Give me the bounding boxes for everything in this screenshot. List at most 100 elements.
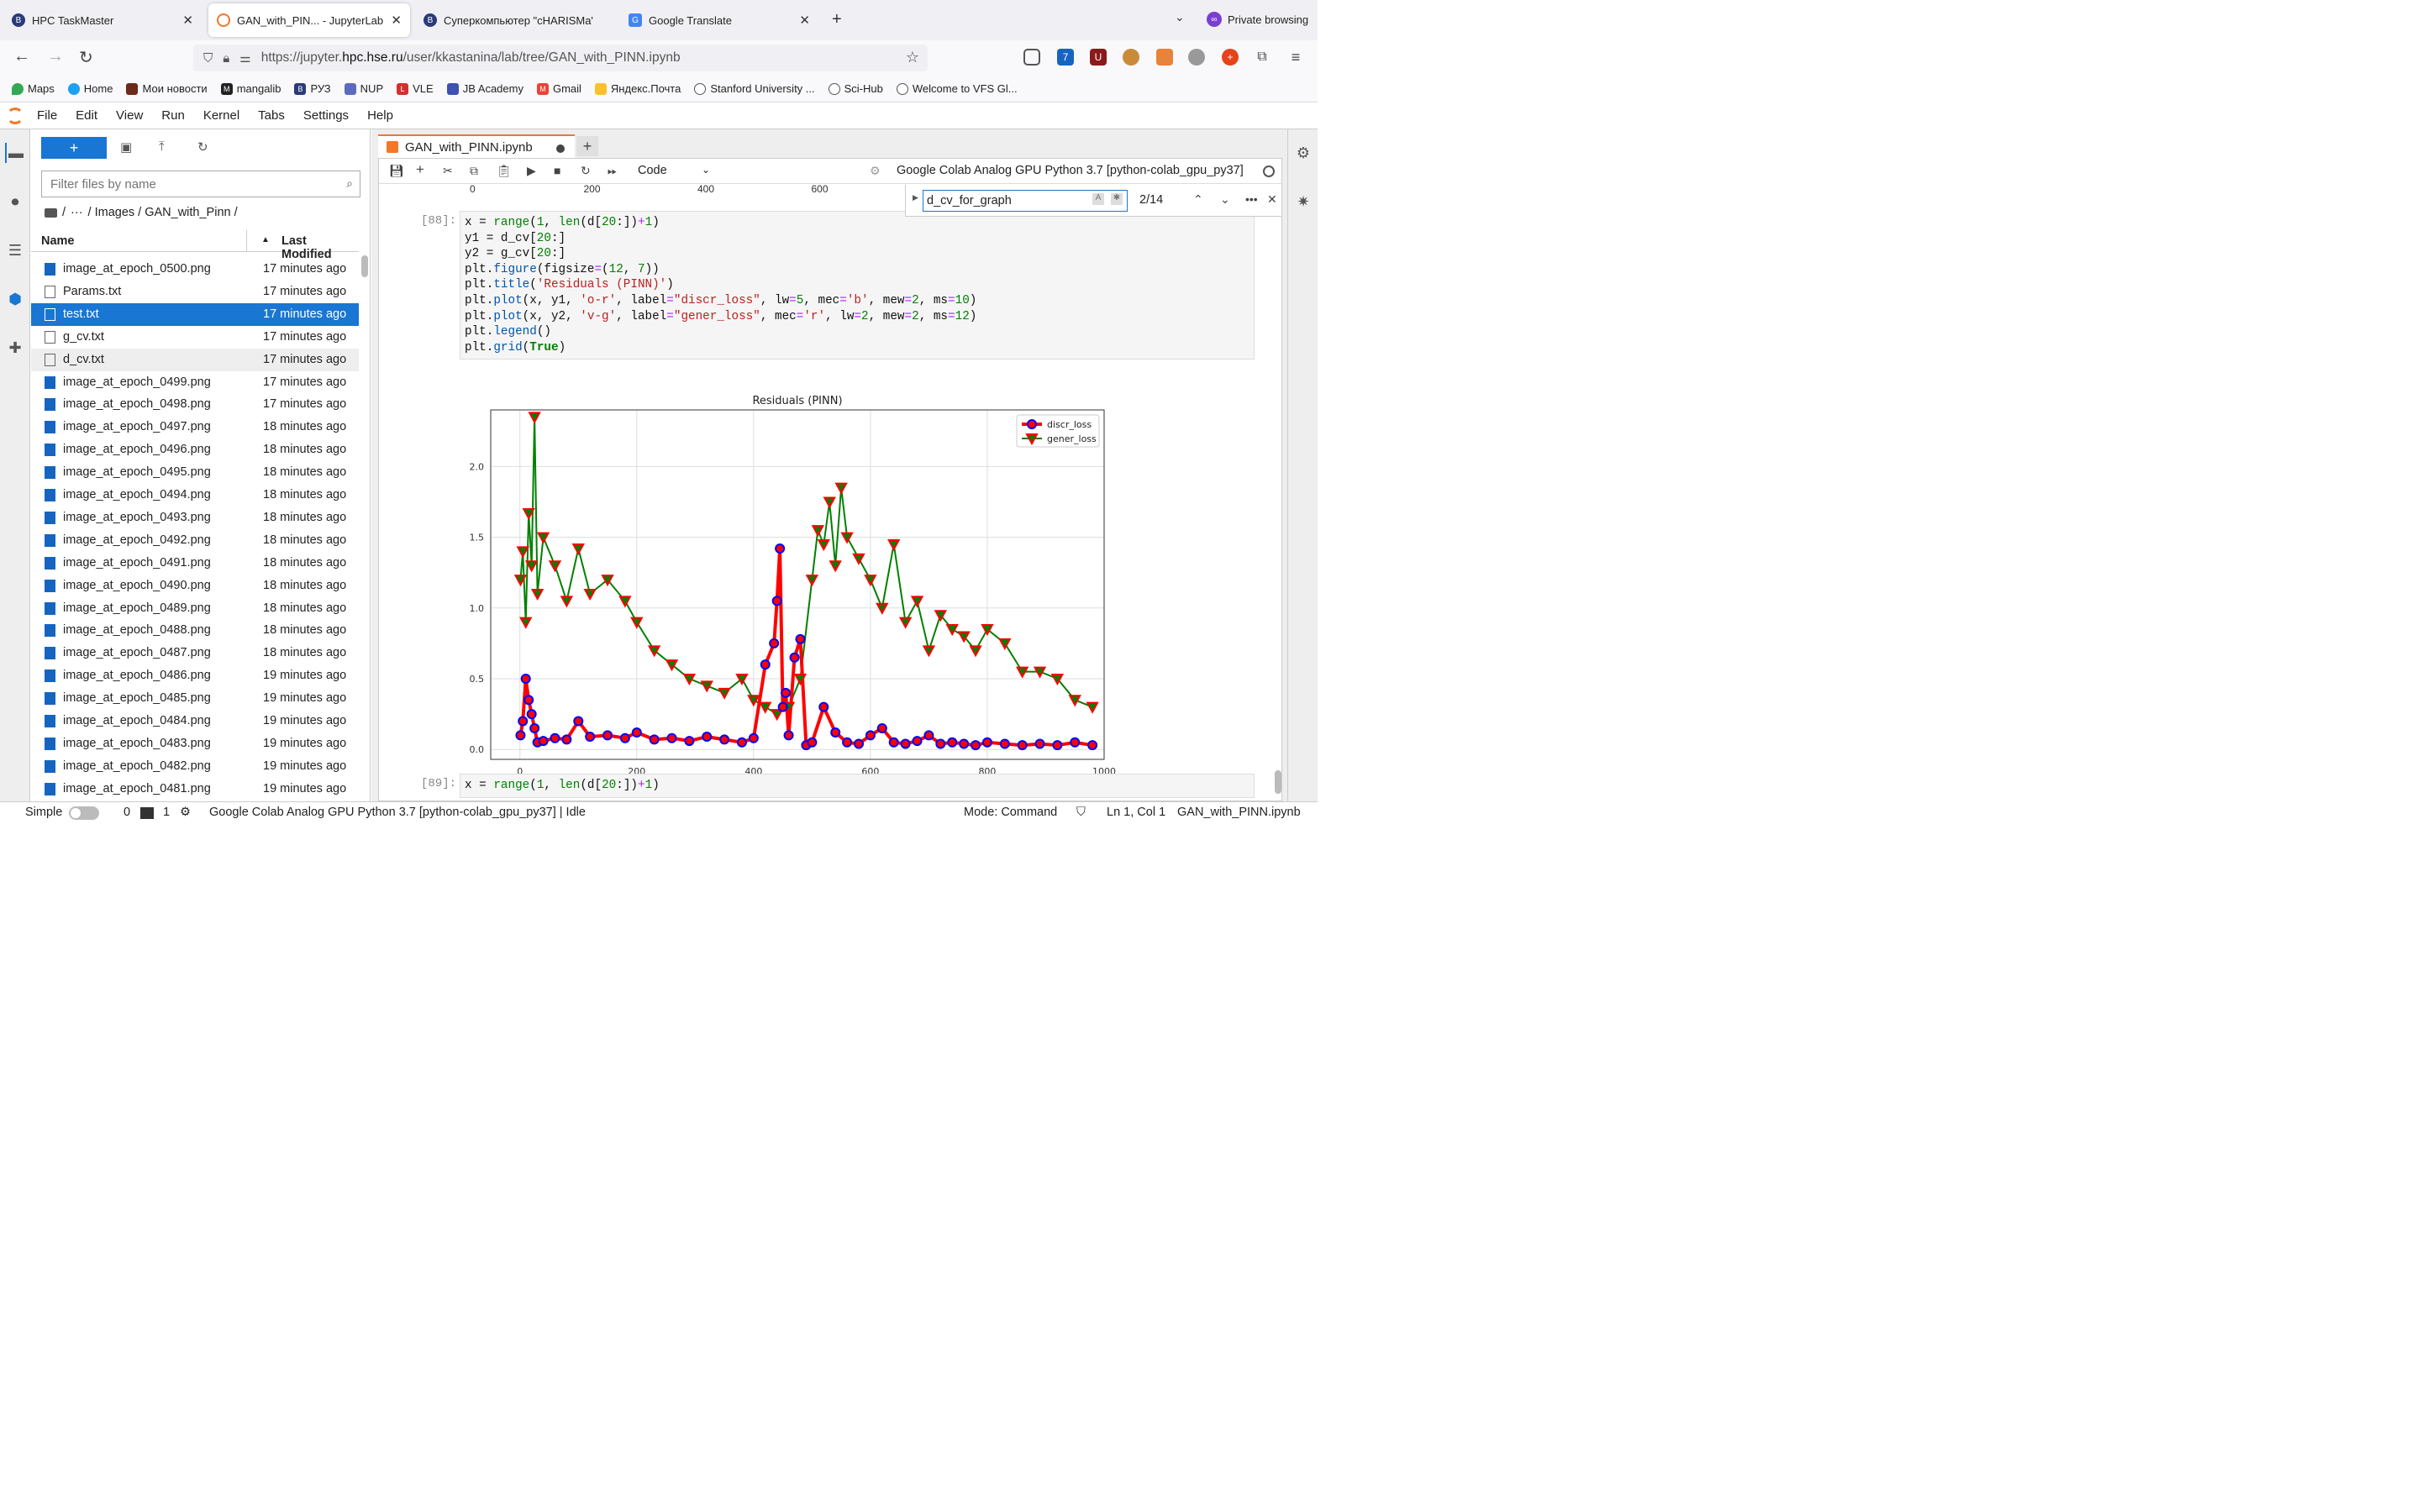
run-icon[interactable]: ▶ xyxy=(527,164,536,177)
plus-extension-icon[interactable]: + xyxy=(1222,49,1239,66)
file-row[interactable]: image_at_epoch_0490.png 18 minutes ago xyxy=(31,575,359,597)
bookmark-item[interactable]: Maps xyxy=(12,82,55,95)
file-row[interactable]: image_at_epoch_0486.png 19 minutes ago xyxy=(31,664,359,687)
toggle-replace-icon[interactable]: ▶ xyxy=(913,193,918,202)
file-row[interactable]: image_at_epoch_0483.png 19 minutes ago xyxy=(31,732,359,755)
file-row[interactable]: image_at_epoch_0495.png 18 minutes ago xyxy=(31,461,359,484)
upload-icon[interactable]: ⤒ xyxy=(159,139,165,154)
filter-files-field[interactable]: ⌕ xyxy=(41,171,360,197)
close-tab-icon[interactable]: ✕ xyxy=(391,13,402,28)
extension-face-icon[interactable] xyxy=(1123,49,1139,66)
bookmark-star-icon[interactable]: ☆ xyxy=(905,49,919,66)
add-tab-button[interactable]: + xyxy=(576,136,598,156)
new-folder-icon[interactable]: ▣ xyxy=(120,140,133,155)
match-case-icon[interactable]: A xyxy=(1092,193,1104,205)
close-icon[interactable]: ✕ xyxy=(1267,192,1277,206)
previous-match-icon[interactable]: ⌃ xyxy=(1193,192,1203,206)
file-row[interactable]: image_at_epoch_0487.png 18 minutes ago xyxy=(31,642,359,664)
folder-icon[interactable]: ▬ xyxy=(5,143,25,163)
running-kernels-icon[interactable]: ⏺ xyxy=(11,192,19,210)
extension-manager-icon[interactable]: ✚ xyxy=(8,339,22,356)
bookmark-item[interactable]: Stanford University ... xyxy=(694,82,815,95)
home-folder-icon[interactable] xyxy=(45,207,57,218)
bookmark-item[interactable]: L VLE xyxy=(397,82,434,95)
bookmark-item[interactable]: Яндекс.Почта xyxy=(594,82,681,95)
menu-edit[interactable]: Edit xyxy=(76,108,98,123)
paste-icon[interactable]: 📋︎ xyxy=(497,164,512,177)
file-row[interactable]: image_at_epoch_0489.png 18 minutes ago xyxy=(31,597,359,620)
file-row[interactable]: image_at_epoch_0484.png 19 minutes ago xyxy=(31,710,359,732)
file-row[interactable]: image_at_epoch_0485.png 19 minutes ago xyxy=(31,687,359,710)
menu-help[interactable]: Help xyxy=(367,108,393,123)
menu-kernel[interactable]: Kernel xyxy=(203,108,240,123)
breadcrumb-ellipsis[interactable]: ··· xyxy=(71,206,83,219)
file-row[interactable]: image_at_epoch_0492.png 18 minutes ago xyxy=(31,529,359,552)
browser-tab[interactable]: B HPC TaskMaster ✕ xyxy=(3,3,202,37)
bookmark-item[interactable]: Sci-Hub xyxy=(828,82,883,95)
trash-extension-icon[interactable] xyxy=(1156,49,1173,66)
column-name[interactable]: Name xyxy=(41,234,75,248)
property-inspector-gear-icon[interactable]: ⚙ xyxy=(1296,144,1311,161)
cursor-position[interactable]: Ln 1, Col 1 xyxy=(1107,806,1166,819)
file-row[interactable]: image_at_epoch_0494.png 18 minutes ago xyxy=(31,484,359,507)
simple-mode-toggle[interactable] xyxy=(69,806,99,820)
insert-cell-icon[interactable]: + xyxy=(416,161,424,177)
permissions-icon[interactable]: ⚌ xyxy=(239,51,251,66)
close-tab-icon[interactable]: ✕ xyxy=(799,13,810,28)
code-editor[interactable]: x = range(1, len(d[20:])+1) y1 = d_cv[20… xyxy=(460,211,1255,360)
file-row[interactable]: test.txt 17 minutes ago xyxy=(31,302,359,326)
copy-icon[interactable]: ⧉ xyxy=(470,164,478,177)
extensions-puzzle-icon[interactable]: ⧉ xyxy=(1257,50,1267,64)
save-icon[interactable]: 💾︎ xyxy=(389,164,404,177)
cut-icon[interactable]: ✂ xyxy=(443,164,453,177)
bookmark-item[interactable]: B РУЗ xyxy=(294,82,331,95)
file-row[interactable]: image_at_epoch_0488.png 18 minutes ago xyxy=(31,619,359,642)
file-row[interactable]: image_at_epoch_0491.png 18 minutes ago xyxy=(31,552,359,575)
breadcrumb-root[interactable]: / xyxy=(62,206,66,219)
pocket-icon[interactable] xyxy=(1023,49,1040,66)
menu-run[interactable]: Run xyxy=(161,108,185,123)
extension-hexagon-icon[interactable]: ⬢ xyxy=(8,290,22,307)
breadcrumb-path[interactable]: / Images / GAN_with_Pinn / xyxy=(87,206,238,219)
notebook-scrollbar[interactable] xyxy=(1275,770,1281,794)
url-text[interactable]: https://jupyter.hpc.hse.ru/user/kkastani… xyxy=(261,50,681,66)
kernel-status-text[interactable]: Google Colab Analog GPU Python 3.7 [pyth… xyxy=(209,806,586,819)
file-row[interactable]: image_at_epoch_0497.png 18 minutes ago xyxy=(31,416,359,438)
regex-icon[interactable]: ✱ xyxy=(1111,193,1123,205)
bookmark-item[interactable]: Welcome to VFS Gl... xyxy=(896,82,1018,95)
trust-shield-icon[interactable]: ⛉ xyxy=(1076,806,1086,819)
column-last-modified[interactable]: Last Modified xyxy=(281,234,332,261)
cell-type-select[interactable]: Code ⌄ xyxy=(638,164,713,177)
restart-icon[interactable]: ↻ xyxy=(581,164,591,177)
file-row[interactable]: image_at_epoch_0500.png 17 minutes ago xyxy=(31,258,359,281)
debugger-bug-icon[interactable]: ✷ xyxy=(1297,192,1310,210)
browser-tab[interactable]: G Google Translate ✕ xyxy=(620,3,818,37)
file-row[interactable]: image_at_epoch_0482.png 19 minutes ago xyxy=(31,755,359,778)
file-list-scrollbar[interactable] xyxy=(361,255,368,277)
browser-tab[interactable]: B Суперкомпьютер "cHARISMa" xyxy=(415,3,613,37)
browser-tab-active[interactable]: GAN_with_PIN... - JupyterLab ✕ xyxy=(208,3,410,37)
file-row[interactable]: Params.txt 17 minutes ago xyxy=(31,281,359,303)
stop-icon[interactable]: ■ xyxy=(554,164,561,177)
back-icon[interactable]: ← xyxy=(13,47,30,66)
terminal-count[interactable]: 0 xyxy=(124,806,131,819)
bookmark-item[interactable]: Home xyxy=(67,82,113,95)
file-row[interactable]: image_at_epoch_0493.png 18 minutes ago xyxy=(31,507,359,529)
debugger-bug-icon[interactable]: ⚙ xyxy=(870,164,881,177)
chevron-down-icon[interactable]: ⌄ xyxy=(1175,10,1185,24)
menu-file[interactable]: File xyxy=(37,108,58,123)
table-of-contents-icon[interactable]: ☰ xyxy=(8,241,23,259)
forward-icon[interactable]: → xyxy=(47,47,64,66)
code-editor[interactable]: x = range(1, len(d[20:])+1) xyxy=(460,774,1255,798)
kernel-name[interactable]: Google Colab Analog GPU Python 3.7 [pyth… xyxy=(897,164,1244,177)
reload-icon[interactable]: ↻ xyxy=(79,49,93,67)
sort-ascending-icon[interactable]: ▲ xyxy=(261,235,270,244)
close-tab-icon[interactable]: ✕ xyxy=(182,13,193,28)
ublock-icon[interactable]: U xyxy=(1090,49,1107,66)
bookmark-item[interactable]: JB Academy xyxy=(446,82,523,95)
new-tab-icon[interactable]: + xyxy=(832,10,842,29)
fast-forward-icon[interactable]: ⏩︎ xyxy=(608,164,618,177)
filter-files-input[interactable] xyxy=(50,176,328,192)
bookmark-item[interactable]: M Gmail xyxy=(536,82,581,95)
